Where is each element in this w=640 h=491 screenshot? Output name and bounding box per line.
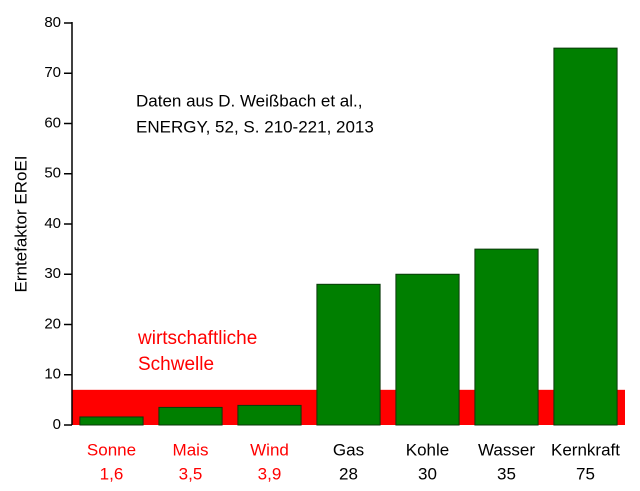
y-tick-label: 0 — [53, 416, 61, 433]
bar — [553, 47, 618, 426]
x-tick-label: Mais — [173, 440, 209, 459]
annotation: ENERGY, 52, S. 210-221, 2013 — [136, 117, 374, 136]
y-tick-label: 10 — [44, 366, 61, 383]
y-axis-label: Erntefaktor ERoEI — [11, 155, 30, 292]
x-tick-label: Kohle — [406, 440, 449, 459]
bar — [79, 416, 144, 426]
bar — [316, 283, 381, 426]
threshold-label: wirtschaftliche — [137, 328, 257, 349]
bar — [237, 404, 302, 426]
value-label: 3,9 — [258, 464, 282, 483]
y-tick-label: 20 — [44, 315, 61, 332]
value-label: 28 — [339, 464, 358, 483]
threshold-label: Schwelle — [138, 354, 214, 375]
x-tick-label: Kernkraft — [551, 440, 620, 459]
x-tick-label: Wasser — [478, 440, 535, 459]
value-label: 30 — [418, 464, 437, 483]
value-label: 3,5 — [179, 464, 203, 483]
y-tick-label: 50 — [44, 165, 61, 182]
value-label: 1,6 — [100, 464, 124, 483]
value-label: 35 — [497, 464, 516, 483]
annotation: Daten aus D. Weißbach et al., — [136, 91, 362, 110]
y-tick-label: 80 — [44, 14, 61, 31]
y-tick-label: 30 — [44, 265, 61, 282]
y-tick-label: 70 — [44, 64, 61, 81]
y-tick-label: 60 — [44, 114, 61, 131]
x-tick-label: Gas — [333, 440, 364, 459]
x-tick-label: Wind — [250, 440, 289, 459]
y-tick-label: 40 — [44, 215, 61, 232]
x-tick-label: Sonne — [87, 440, 136, 459]
bar — [395, 273, 460, 426]
bar — [474, 248, 539, 426]
bar — [158, 406, 223, 426]
value-label: 75 — [576, 464, 595, 483]
